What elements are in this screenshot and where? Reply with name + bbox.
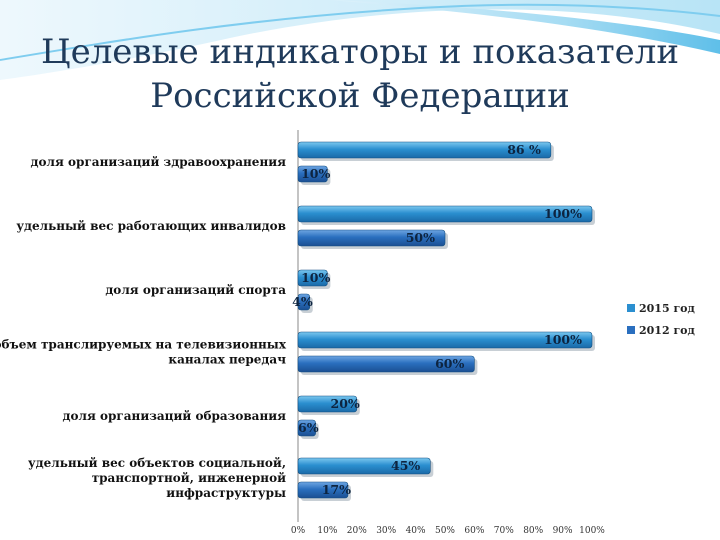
data-label: 17% (322, 482, 351, 497)
data-label: 50% (406, 230, 435, 245)
x-tick-label: 50% (435, 526, 455, 536)
category-label: объем транслируемых на телевизионных (0, 338, 287, 352)
x-tick-label: 60% (464, 526, 484, 536)
bar-2012 (297, 229, 446, 247)
x-tick-label: 20% (347, 526, 367, 536)
legend-label: 2012 год (639, 324, 695, 337)
bar-2015 (297, 269, 328, 287)
category-label: удельный вес работающих инвалидов (16, 219, 286, 233)
bar-2012 (297, 355, 475, 373)
category-label: инфраструктуры (166, 486, 286, 500)
category-label: доля организаций образования (63, 409, 287, 423)
data-label: 45% (391, 458, 420, 473)
title-line-1: Целевые индикаторы и показатели (40, 32, 680, 72)
bar-2012 (297, 165, 328, 183)
legend-swatch (627, 304, 635, 312)
bar-2015 (297, 141, 552, 159)
data-label: 86 % (507, 142, 541, 157)
category-label: каналах передач (168, 353, 286, 367)
title-line-2: Российской Федерации (150, 76, 570, 116)
x-tick-label: 0% (291, 526, 306, 536)
data-label: 4% (292, 294, 313, 309)
header-swoosh-decoration (0, 0, 720, 80)
x-tick-label: 10% (317, 526, 337, 536)
data-label: 20% (331, 396, 360, 411)
category-label: доля организаций здравоохранения (31, 155, 287, 169)
category-label: доля организаций спорта (105, 283, 286, 297)
bar-2012 (297, 419, 316, 437)
bar-2015 (297, 395, 358, 413)
x-tick-label: 100% (579, 526, 605, 536)
x-tick-label: 30% (376, 526, 396, 536)
data-label: 6% (298, 420, 319, 435)
data-label: 10% (301, 270, 330, 285)
bar-2012 (297, 481, 349, 499)
x-tick-label: 70% (494, 526, 514, 536)
x-tick-label: 80% (523, 526, 543, 536)
legend-swatch (627, 326, 635, 334)
data-label: 100% (544, 332, 582, 347)
x-tick-label: 90% (553, 526, 573, 536)
bar-2015 (297, 205, 593, 223)
page-title: Целевые индикаторы и показатели Российск… (0, 30, 720, 118)
data-label: 10% (301, 166, 330, 181)
data-label: 100% (544, 206, 582, 221)
x-tick-label: 40% (406, 526, 426, 536)
bar-2012 (297, 293, 311, 311)
bar-2015 (297, 331, 593, 349)
data-label: 60% (435, 356, 464, 371)
category-label: удельный вес объектов социальной, (28, 456, 286, 470)
category-label: транспортной, инженерной (92, 471, 286, 485)
legend-label: 2015 год (639, 302, 695, 315)
bar-2015 (297, 457, 431, 475)
